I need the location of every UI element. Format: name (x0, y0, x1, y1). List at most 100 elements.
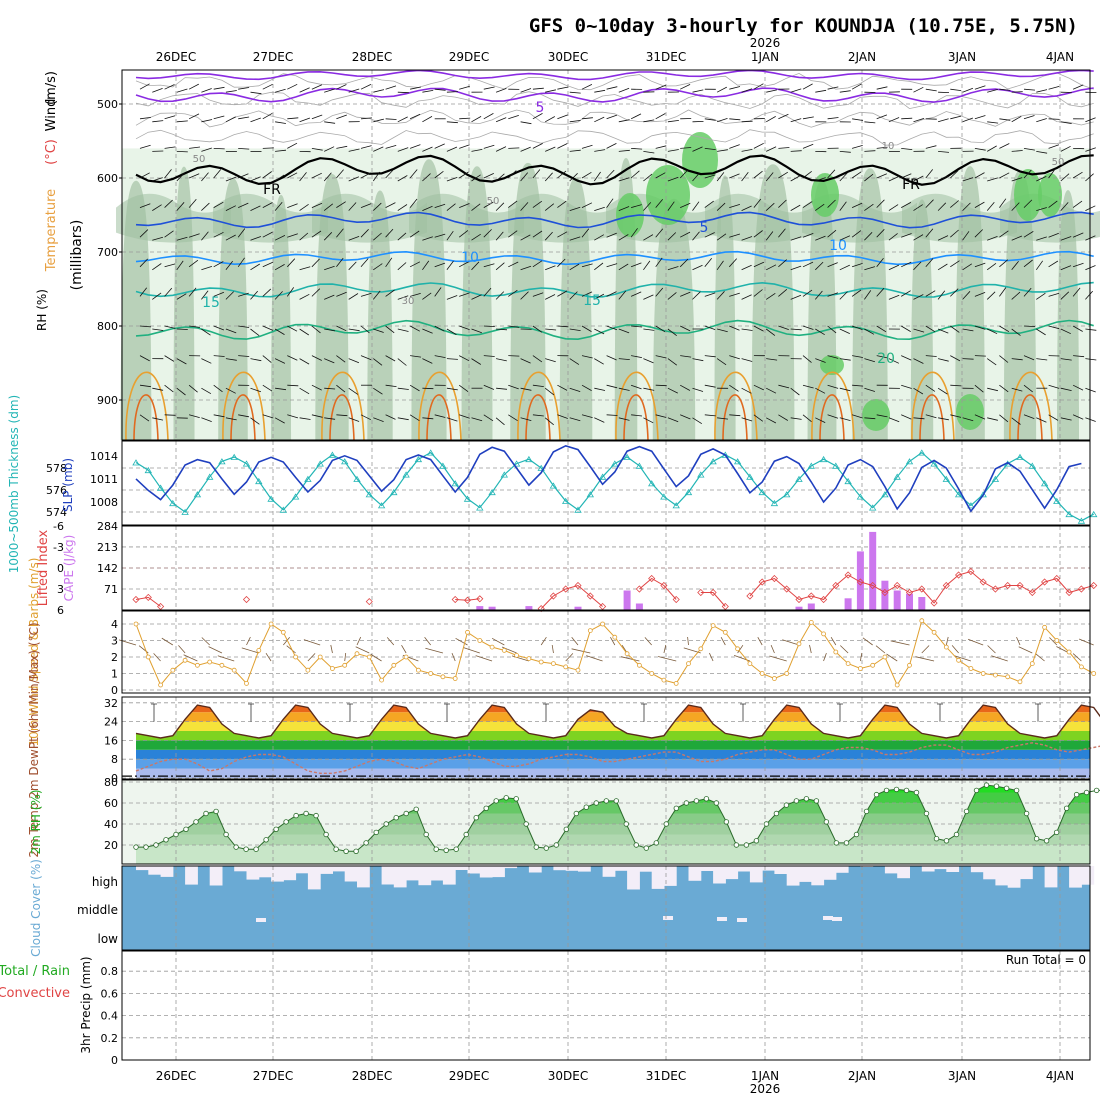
thickness-point (132, 459, 140, 466)
wind-barb (606, 114, 618, 120)
wind-barb (520, 234, 531, 241)
wind-barb (569, 417, 581, 422)
wind-barb (287, 414, 299, 419)
wind-barb (569, 236, 581, 241)
wind-barb (704, 292, 716, 297)
slp-axis-label: SLP (mb) (61, 458, 75, 512)
wind-barb (999, 172, 1010, 179)
wind-barb (802, 355, 812, 363)
wind-barb (594, 234, 605, 241)
wind-barb (962, 202, 971, 211)
thickness-point (832, 462, 840, 469)
thickness-point (365, 491, 374, 498)
wind-barb (545, 265, 556, 271)
wind-barb (618, 177, 630, 182)
wind-barb (741, 205, 752, 211)
wind-barb (802, 289, 813, 297)
thickness-point (697, 471, 705, 478)
wind-barb (225, 176, 237, 182)
wind-barb (741, 236, 753, 241)
surface-wind-barb (967, 638, 984, 646)
high-cloud-gap (406, 866, 419, 881)
wind-barb (336, 145, 348, 149)
wind-barb (655, 287, 664, 297)
thickness-point (967, 502, 975, 509)
surface-wind-barb (644, 637, 652, 646)
wind-barb (913, 261, 922, 271)
surface-wind-barb (540, 636, 547, 646)
rh-patch (312, 193, 427, 243)
wind-barb (852, 355, 863, 358)
wind-barb (520, 146, 531, 152)
thickness-point (905, 458, 914, 465)
wind-barb (729, 414, 741, 417)
wind-barb (680, 291, 691, 297)
wind-speed-point (612, 634, 618, 640)
wind-barb (324, 265, 335, 271)
li-point (832, 581, 840, 590)
wind-barb (360, 203, 372, 208)
contour-label: 50 (487, 196, 500, 207)
wind-barb (557, 258, 566, 268)
wind-barb (287, 258, 296, 268)
wind-barb (594, 417, 605, 423)
wind-speed-point (1066, 649, 1072, 655)
contour-label: 10 (461, 250, 479, 266)
rh-point (693, 798, 700, 804)
wind-barb (1023, 88, 1036, 91)
thin-contour (135, 109, 1094, 128)
high-cloud-gap (651, 866, 665, 889)
wind-barb (581, 355, 593, 359)
high-cloud-gap (393, 866, 407, 888)
surface-wind-barb (475, 655, 493, 662)
high-cloud-gap (185, 866, 198, 885)
thickness-point (647, 480, 656, 487)
wind-barb (778, 414, 789, 421)
wind-frame (121, 610, 1091, 694)
wind-barb (925, 414, 937, 419)
wind-barb (1048, 118, 1060, 120)
wind-speed-point (858, 666, 863, 671)
pressure-tick-label: 900 (97, 394, 118, 407)
wind-barb (422, 328, 433, 334)
wind-barb (409, 293, 421, 297)
li-tick-label: -3 (53, 541, 64, 554)
wind-speed-point (403, 654, 409, 660)
wind-barb (299, 387, 310, 395)
wind-barb (311, 172, 322, 179)
wind-barb (201, 231, 209, 241)
thickness-point (476, 504, 484, 511)
wind-barb (974, 355, 986, 357)
wind-barb (1085, 147, 1096, 152)
wind-barb (618, 206, 630, 211)
wind-barb (716, 358, 727, 366)
wind-barb (299, 87, 310, 93)
top-date-label: 30DEC (548, 50, 588, 64)
wind-barb (324, 121, 336, 124)
wind-barb (900, 290, 911, 297)
wind-barb (323, 172, 332, 182)
wind-barb (496, 328, 508, 331)
freezing-level-line (135, 154, 1094, 186)
wind-barb (815, 387, 826, 394)
wind-barb (692, 417, 703, 425)
cape-bar (869, 531, 877, 610)
wind-barb (520, 417, 532, 421)
rh-point (673, 805, 679, 811)
wind-barb (900, 325, 911, 332)
li-point (807, 592, 815, 600)
wind-barb (274, 264, 285, 271)
wind-barb (594, 387, 606, 391)
top-year-label: 2026 (750, 36, 781, 50)
rh-point (583, 804, 589, 810)
wind-barb (336, 355, 346, 363)
li-point (1090, 581, 1098, 590)
wind-barb (532, 260, 543, 268)
wind-barb (164, 414, 176, 416)
wind-barb (164, 146, 176, 149)
rh-point (1013, 787, 1020, 794)
wind-barb (324, 417, 336, 420)
warm-isotherm-25 (222, 371, 266, 441)
high-cloud-gap (307, 866, 321, 890)
surface-wind-barb (501, 646, 517, 654)
